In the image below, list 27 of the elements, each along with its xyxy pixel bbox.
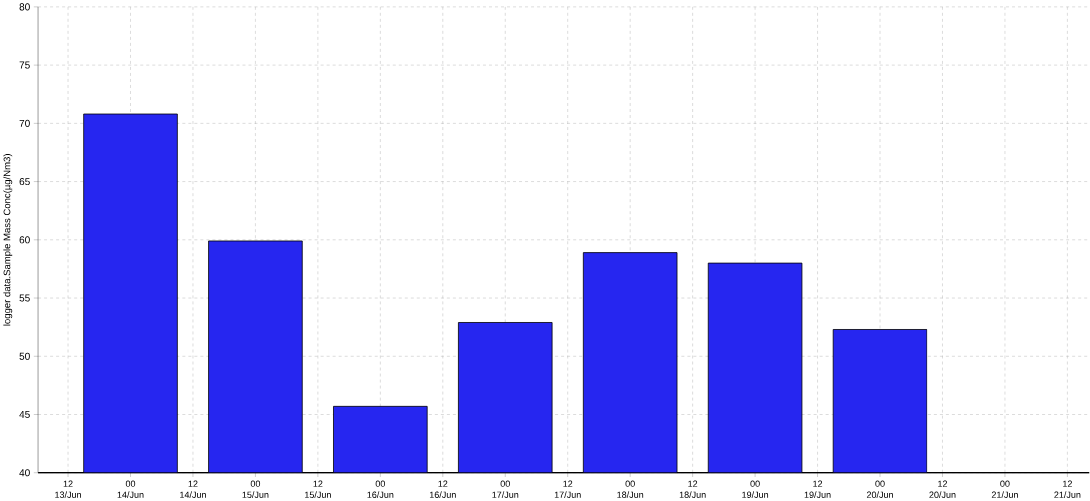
x-tick-label: 12 20/Jun xyxy=(929,480,956,498)
x-tick-label: 00 14/Jun xyxy=(117,480,144,498)
y-tick-label: 60 xyxy=(19,236,30,244)
x-tick-label: 00 20/Jun xyxy=(866,480,893,498)
x-tick-label: 12 18/Jun xyxy=(679,480,706,498)
y-tick-label: 45 xyxy=(19,410,30,418)
y-tick-label: 75 xyxy=(19,61,30,69)
y-tick-label: 65 xyxy=(19,177,30,185)
x-tick-label: 12 14/Jun xyxy=(180,480,206,498)
x-tick-label: 00 17/Jun xyxy=(492,480,519,498)
y-axis-title: logger data.Sample Mass Conc(µg/Nm3) xyxy=(3,153,13,326)
y-tick-label: 55 xyxy=(19,294,30,302)
x-tick-label: 12 16/Jun xyxy=(429,480,456,498)
x-tick-label: 12 13/Jun xyxy=(55,480,81,498)
x-tick-label: 00 16/Jun xyxy=(367,480,394,498)
x-tick-label: 12 15/Jun xyxy=(305,480,331,498)
x-tick-label: 00 21/Jun xyxy=(991,480,1018,498)
y-tick-label: 70 xyxy=(19,119,30,127)
x-tick-label: 12 21/Jun xyxy=(1054,480,1081,498)
y-tick-label: 80 xyxy=(19,3,30,11)
x-tick-label: 12 17/Jun xyxy=(554,480,581,498)
x-tick-label: 00 18/Jun xyxy=(617,480,644,498)
y-tick-label: 40 xyxy=(19,469,30,477)
x-tick-label: 00 19/Jun xyxy=(742,480,769,498)
x-tick-label: 12 19/Jun xyxy=(804,480,831,498)
x-tick-label: 00 15/Jun xyxy=(242,480,269,498)
y-tick-label: 50 xyxy=(19,352,30,360)
